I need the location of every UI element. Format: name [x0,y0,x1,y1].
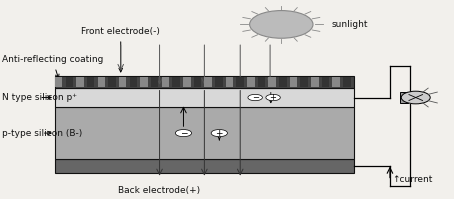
Bar [109,77,116,87]
Bar [55,76,354,88]
Bar [162,77,169,87]
Circle shape [211,130,227,137]
Bar [140,77,148,87]
Bar [258,77,265,87]
Bar [400,92,408,103]
Text: +: + [270,93,276,102]
Bar [55,107,354,159]
Circle shape [248,94,262,101]
Text: +: + [216,129,223,138]
Bar [55,88,354,107]
Bar [204,77,212,87]
Bar [55,159,354,173]
Bar [268,77,276,87]
Text: ↑current: ↑current [392,176,433,184]
Bar [343,77,350,87]
Bar [311,77,319,87]
Circle shape [401,91,430,104]
Circle shape [250,11,313,38]
Bar [173,77,180,87]
Bar [119,77,127,87]
Circle shape [266,94,280,101]
Bar [55,77,63,87]
Bar [194,77,201,87]
Text: p-type silicon (B-): p-type silicon (B-) [2,129,82,138]
Bar [215,77,222,87]
Bar [301,77,308,87]
Text: −: − [180,129,187,138]
Bar [237,77,244,87]
Text: N type silicon p⁺: N type silicon p⁺ [2,93,77,102]
Text: sunlight: sunlight [331,20,368,29]
Bar [332,77,340,87]
Bar [290,77,297,87]
Bar [130,77,137,87]
Bar [98,77,105,87]
Bar [151,77,158,87]
Text: −: − [252,93,259,102]
Text: Front electrode(-): Front electrode(-) [81,27,160,72]
Bar [226,77,233,87]
Bar [247,77,255,87]
Bar [76,77,84,87]
Bar [322,77,329,87]
Bar [183,77,191,87]
Text: Anti-reflecting coating: Anti-reflecting coating [2,56,104,78]
Bar [66,77,73,87]
Bar [87,77,94,87]
Bar [279,77,286,87]
Text: Back electrode(+): Back electrode(+) [118,186,201,195]
Circle shape [175,130,192,137]
